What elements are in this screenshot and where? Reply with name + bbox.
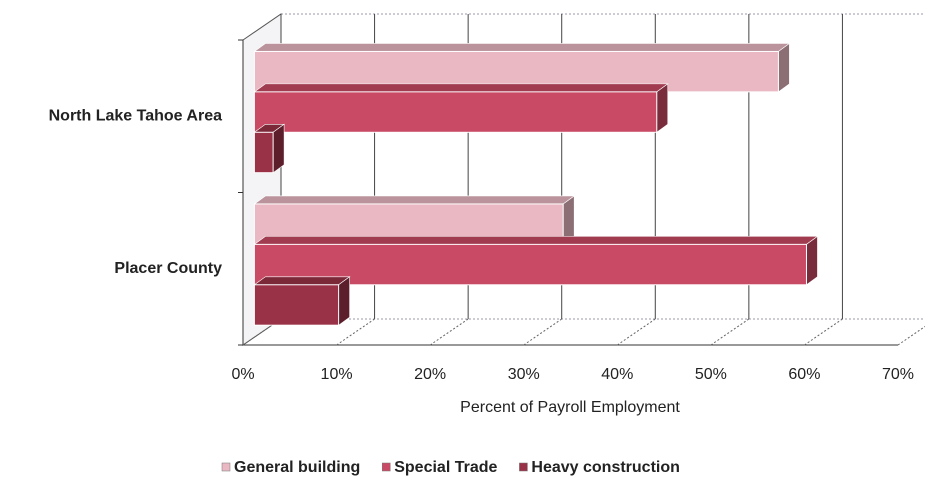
bar-end — [778, 42, 790, 93]
x-axis-label: Percent of Payroll Employment — [460, 399, 680, 416]
grid-floor — [523, 318, 562, 346]
bar-front — [253, 91, 658, 133]
x-tick-label: 0% — [231, 366, 254, 383]
category-label: North Lake Tahoe Area — [49, 107, 222, 124]
grid-floor — [897, 325, 925, 346]
legend-swatch — [381, 462, 391, 472]
x-tick-label: 30% — [508, 366, 540, 383]
grid-floor — [429, 318, 469, 346]
grid-floor — [336, 318, 375, 346]
bar-end — [656, 83, 669, 133]
x-tick-label: 10% — [321, 366, 353, 383]
bar-top — [253, 83, 669, 93]
grid-floor — [804, 318, 843, 346]
x-tick-label: 60% — [788, 366, 820, 383]
x-tick-label: 40% — [601, 366, 633, 383]
x-tick-label: 70% — [882, 366, 914, 383]
category-label: Placer County — [114, 260, 222, 277]
bar — [253, 123, 286, 174]
bar-end — [338, 276, 350, 326]
bar-top — [253, 276, 351, 286]
legend-label: Heavy construction — [531, 459, 679, 476]
x-tick-label: 50% — [695, 366, 727, 383]
bar — [253, 235, 819, 286]
legend-label: Special Trade — [394, 459, 497, 476]
bar-top — [253, 43, 791, 52]
grid-floor — [710, 318, 750, 346]
legend-label: General building — [234, 459, 360, 476]
grid-floor — [617, 318, 656, 346]
bar — [253, 276, 351, 326]
legend-swatch — [519, 462, 528, 472]
bar-front — [253, 131, 274, 174]
bar-end — [806, 235, 818, 286]
bar-end — [272, 123, 285, 174]
bar — [253, 83, 669, 133]
legend-swatch — [221, 462, 231, 472]
x-tick-label: 20% — [414, 366, 446, 383]
bar-top — [253, 195, 576, 205]
bar-front — [253, 284, 340, 326]
bar-top — [253, 236, 819, 245]
